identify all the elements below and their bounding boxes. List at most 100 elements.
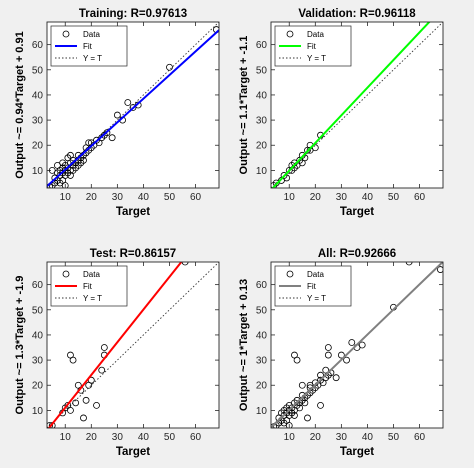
x-tick-label: 30 — [112, 192, 124, 203]
legend-marker-data — [286, 270, 294, 278]
data-point — [181, 262, 189, 266]
chart-title: All: R=0.92666 — [318, 248, 396, 260]
legend-label: Fit — [307, 282, 317, 291]
identity-line — [47, 262, 219, 428]
y-tick-label: 60 — [32, 40, 44, 51]
data-point — [85, 139, 93, 147]
x-tick-label: 60 — [190, 192, 202, 203]
chart-title: Test: R=0.86157 — [90, 248, 176, 260]
y-tick-label: 10 — [256, 406, 268, 417]
data-point — [80, 414, 87, 422]
chart-title: Training: R=0.97613 — [79, 8, 187, 20]
legend-label: Data — [307, 270, 324, 279]
axes-box — [46, 21, 220, 189]
x-tick-label: 20 — [310, 192, 322, 203]
data-point — [343, 356, 350, 364]
x-axis-label: Target — [340, 206, 374, 218]
x-tick-label: 10 — [284, 192, 296, 203]
panel-validation: 10 20 30 40 50 60 10 20 30 40 50 60 Data Fit Y = T Vali… — [238, 8, 444, 218]
y-tick-label: 30 — [256, 356, 268, 367]
x-tick-label: 10 — [284, 432, 296, 443]
legend-label: Y = T — [83, 54, 102, 63]
y-tick-label: 40 — [32, 330, 44, 341]
y-axis-label: Output ~= 0.94*Target + 0.91 — [14, 31, 26, 178]
fit-line — [47, 29, 219, 187]
x-tick-label: 40 — [138, 432, 150, 443]
y-tick-label: 20 — [32, 381, 44, 392]
chart-title: Validation: R=0.96118 — [298, 8, 416, 20]
data-point — [291, 412, 298, 419]
y-tick-label: 50 — [256, 65, 268, 76]
x-tick-label: 10 — [60, 192, 72, 203]
data-point — [293, 356, 301, 364]
y-tick-label: 60 — [32, 280, 44, 291]
y-tick-label: 60 — [256, 280, 268, 291]
data-point — [113, 111, 121, 119]
plot-content — [47, 262, 219, 428]
y-tick-label: 30 — [256, 116, 268, 127]
x-tick-label: 50 — [388, 192, 400, 203]
x-tick-label: 30 — [336, 192, 348, 203]
x-tick-label: 40 — [362, 432, 374, 443]
data-point — [296, 404, 304, 412]
data-point — [48, 166, 56, 174]
x-tick-label: 20 — [310, 432, 322, 443]
data-point — [324, 344, 332, 351]
x-tick-label: 60 — [190, 432, 202, 443]
plot-content — [271, 22, 443, 188]
x-tick-label: 20 — [86, 192, 98, 203]
data-point — [311, 144, 319, 152]
legend: Data Fit Y = T — [274, 25, 352, 67]
panel-all: 10 20 30 40 50 60 10 20 30 40 50 60 Data Fit Y = T All:… — [238, 248, 444, 458]
legend: Data Fit Y = T — [274, 265, 352, 307]
x-tick-label: 40 — [362, 192, 374, 203]
data-point — [317, 371, 324, 379]
fit-line — [47, 262, 183, 428]
x-tick-label: 20 — [86, 432, 98, 443]
data-point — [304, 414, 311, 422]
fit-line — [271, 22, 431, 188]
x-axis-label: Target — [116, 446, 150, 458]
data-point — [100, 344, 108, 351]
data-point — [436, 266, 443, 273]
legend: Data Fit Y = T — [50, 265, 128, 307]
axes-box — [270, 21, 444, 189]
x-tick-label: 30 — [336, 432, 348, 443]
panel-test: 10 20 30 40 50 60 10 20 30 40 50 60 Data Fit Y = T Test… — [14, 248, 220, 458]
x-tick-label: 60 — [414, 432, 426, 443]
legend-label: Data — [307, 30, 324, 39]
y-axis-label: Output ~= 1.1*Target + -1.1 — [238, 36, 250, 175]
y-tick-label: 20 — [256, 141, 268, 152]
x-tick-label: 10 — [60, 432, 72, 443]
y-tick-label: 20 — [32, 141, 44, 152]
data-point — [324, 351, 332, 359]
plot-content — [47, 22, 219, 188]
x-axis-label: Target — [116, 206, 150, 218]
x-tick-label: 50 — [164, 192, 176, 203]
y-tick-label: 40 — [256, 330, 268, 341]
data-point — [98, 366, 106, 374]
data-point — [103, 129, 111, 137]
x-tick-label: 60 — [414, 192, 426, 203]
x-tick-label: 50 — [388, 432, 400, 443]
data-point — [405, 262, 413, 266]
legend-label: Data — [83, 30, 100, 39]
y-tick-label: 50 — [32, 305, 44, 316]
y-axis-label: Output ~= 1.3*Target + -1.9 — [14, 276, 26, 415]
legend-label: Y = T — [307, 54, 326, 63]
data-point — [298, 151, 306, 159]
legend: Data Fit Y = T — [50, 25, 128, 67]
data-point — [358, 341, 366, 349]
y-tick-label: 50 — [256, 305, 268, 316]
data-point — [337, 351, 345, 359]
y-tick-label: 40 — [32, 90, 44, 101]
data-point — [82, 396, 90, 404]
y-tick-label: 10 — [32, 166, 44, 177]
y-tick-label: 50 — [32, 65, 44, 76]
legend-label: Y = T — [83, 294, 102, 303]
data-point — [317, 401, 324, 409]
data-point — [322, 366, 330, 374]
data-point — [166, 63, 173, 71]
data-point — [301, 399, 309, 407]
